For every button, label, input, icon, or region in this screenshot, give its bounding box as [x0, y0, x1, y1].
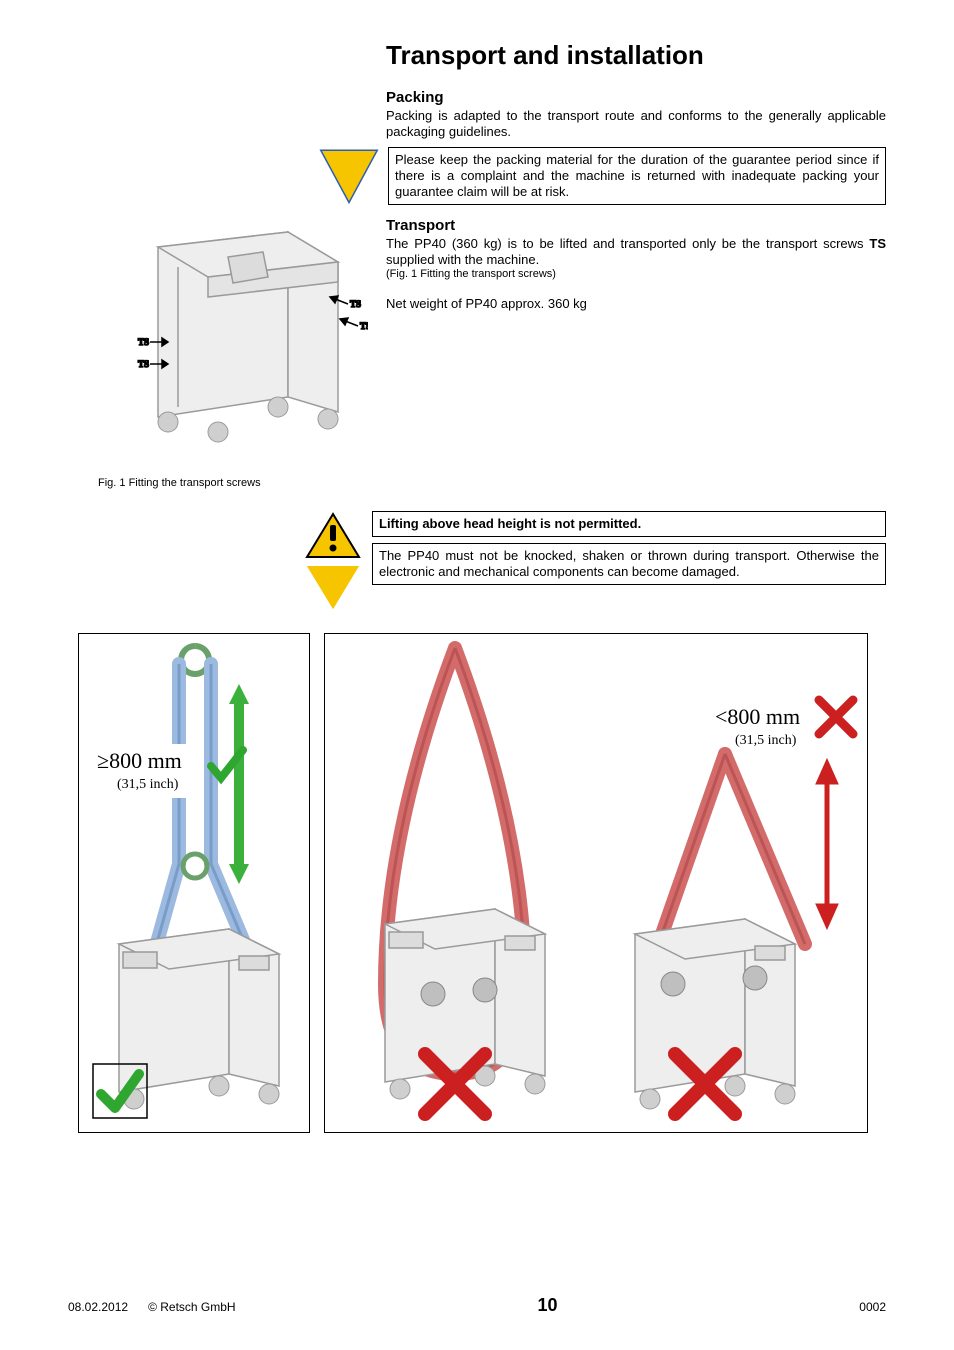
- info-icon: [316, 147, 382, 207]
- fig1-caption: Fig. 1 Fitting the transport screws: [98, 477, 886, 489]
- warning-heading: Lifting above head height is not permitt…: [372, 511, 886, 537]
- lifting-ok-panel: ≥800 mm (31,5 inch): [78, 633, 310, 1133]
- fig1-illustration: TS TS TS TS: [68, 207, 368, 457]
- footer-date: 08.02.2012: [68, 1300, 128, 1314]
- svg-text:TS: TS: [138, 337, 149, 347]
- warning-icons: [300, 511, 366, 613]
- svg-text:TS: TS: [360, 321, 368, 331]
- warning-body: The PP40 must not be knocked, shaken or …: [372, 543, 886, 586]
- lifting-bad-panel: <800 mm (31,5 inch): [324, 633, 868, 1133]
- footer-copy: Retsch GmbH: [160, 1300, 235, 1314]
- ok-mm-label: ≥800 mm: [97, 748, 182, 773]
- transport-body: The PP40 (360 kg) is to be lifted and tr…: [386, 236, 886, 269]
- packing-info-box: Please keep the packing material for the…: [388, 147, 886, 206]
- ok-in-label: (31,5 inch): [117, 777, 179, 792]
- svg-text:TS: TS: [138, 359, 149, 369]
- bad-mm-label: <800 mm: [715, 704, 800, 729]
- packing-heading: Packing: [386, 89, 886, 106]
- footer-page: 10: [537, 1295, 557, 1316]
- transport-heading: Transport: [386, 217, 886, 234]
- transport-weight: Net weight of PP40 approx. 360 kg: [386, 296, 886, 312]
- bad-in-label: (31,5 inch): [735, 733, 797, 748]
- page-footer: 08.02.2012 © Retsch GmbH 10 0002: [68, 1295, 886, 1316]
- transport-figref: (Fig. 1 Fitting the transport screws): [386, 268, 886, 280]
- footer-code: 0002: [859, 1300, 886, 1314]
- page-title: Transport and installation: [386, 40, 886, 71]
- packing-body: Packing is adapted to the transport rout…: [386, 108, 886, 141]
- svg-text:TS: TS: [350, 299, 361, 309]
